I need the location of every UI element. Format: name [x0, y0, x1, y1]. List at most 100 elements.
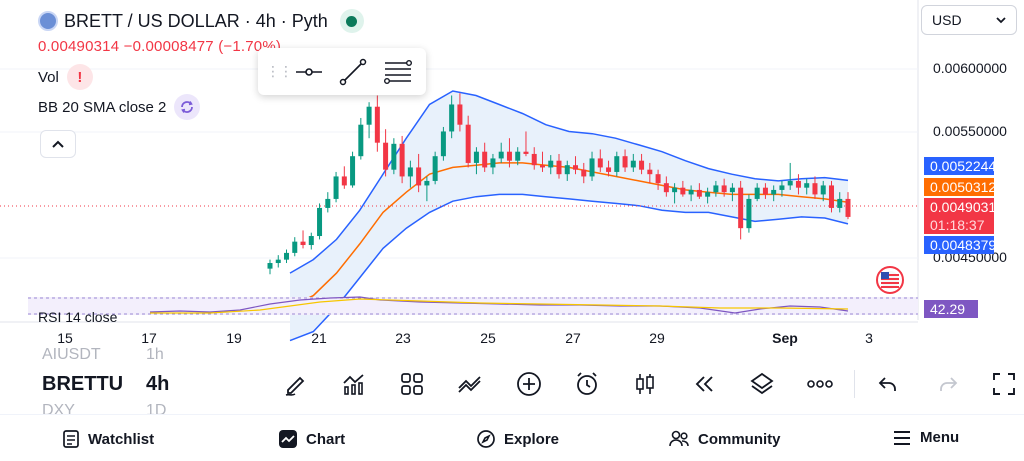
chart-type-button[interactable] — [627, 364, 663, 404]
replay-button[interactable] — [686, 364, 722, 404]
candle-body — [416, 167, 422, 186]
drag-handle-icon[interactable]: ⋮⋮ — [266, 63, 293, 79]
compare-button[interactable] — [453, 364, 489, 404]
candle-body — [284, 252, 290, 260]
compass-icon — [477, 430, 495, 448]
candle-body — [506, 151, 512, 161]
nav-community[interactable]: Community — [668, 429, 781, 449]
candles-icon — [636, 374, 654, 394]
time-tick: 27 — [565, 330, 581, 346]
indicator-bb[interactable]: BB 20 SMA close 2 — [38, 94, 201, 120]
currency-select[interactable]: USD — [921, 5, 1017, 35]
candle-body — [383, 142, 389, 170]
undo-button[interactable] — [870, 364, 906, 404]
candle-body — [548, 160, 554, 168]
chevron-down-icon — [996, 16, 1006, 23]
layers-button[interactable] — [744, 364, 780, 404]
candle-body — [845, 198, 851, 217]
sync-icon[interactable] — [174, 94, 201, 120]
vol-label: Vol — [38, 68, 59, 86]
price-change: 0.00490314 −0.00008477 (−1.70%) — [38, 38, 282, 55]
candle-body — [597, 158, 603, 168]
candle-body — [440, 131, 446, 157]
candle-body — [647, 169, 653, 175]
nav-menu[interactable]: Menu — [892, 429, 959, 446]
time-tick: Sep — [772, 330, 798, 346]
candle-body — [333, 176, 339, 199]
chevron-up-icon — [52, 140, 64, 148]
watchlist-current-symbol[interactable]: BRETTU — [42, 373, 124, 395]
compare-icon — [458, 376, 481, 393]
watchlist-prev-tf: 1h — [146, 346, 164, 360]
candle-body — [424, 180, 430, 186]
candles — [267, 93, 851, 275]
candle-body — [812, 183, 818, 195]
candle-body — [779, 185, 785, 190]
bb-basis-tag: 0.00503120 — [924, 178, 1004, 196]
bb-label: BB 20 SMA close 2 — [38, 98, 167, 116]
alert-button[interactable] — [569, 364, 605, 404]
time-tick: 15 — [57, 330, 73, 346]
candle-body — [589, 158, 595, 177]
fullscreen-button[interactable] — [986, 364, 1022, 404]
horizontal-ray-icon[interactable] — [294, 62, 324, 82]
price-tick: 0.00600000 — [933, 60, 1007, 76]
candle-body — [267, 263, 273, 269]
indicators-button[interactable] — [336, 364, 372, 404]
time-tick: 29 — [649, 330, 665, 346]
nav-explore[interactable]: Explore — [476, 429, 559, 449]
symbol-header[interactable]: BRETT / US DOLLAR · 4h · Pyth — [38, 9, 364, 33]
candle-body — [473, 151, 479, 163]
watchlist-icon — [63, 430, 79, 448]
candle-body — [614, 156, 620, 172]
indicator-vol[interactable]: Vol ! — [38, 64, 93, 90]
bb-upper-line — [289, 90, 849, 274]
candle-body — [432, 156, 438, 181]
candle-body — [341, 176, 347, 186]
market-status-icon[interactable] — [339, 9, 364, 33]
candle-body — [308, 236, 314, 246]
candle-body — [564, 165, 570, 175]
fullscreen-icon — [993, 373, 1015, 395]
collapse-legend-button[interactable] — [40, 130, 76, 158]
candle-body — [713, 185, 719, 193]
add-button[interactable] — [511, 364, 547, 404]
symbol-title: BRETT / US DOLLAR · 4h · Pyth — [64, 10, 328, 31]
candle-body — [292, 241, 298, 253]
layouts-button[interactable] — [394, 364, 430, 404]
warning-icon[interactable]: ! — [66, 64, 93, 90]
brett-logo-icon — [38, 11, 58, 31]
candle-body — [350, 156, 356, 186]
bottom-nav: Watchlist Chart Explore Community Menu — [0, 414, 1024, 461]
candle-body — [762, 187, 768, 195]
candle-body — [374, 106, 380, 143]
time-tick: 23 — [395, 330, 411, 346]
undo-icon — [878, 377, 896, 391]
more-button[interactable] — [802, 364, 838, 404]
candle-body — [482, 151, 488, 168]
watchlist-prev-symbol[interactable]: AIUSDT — [42, 346, 101, 360]
toolbar-divider — [854, 370, 855, 398]
redo-button[interactable] — [930, 364, 966, 404]
drawing-tools-button[interactable] — [278, 364, 314, 404]
nav-watchlist[interactable]: Watchlist — [62, 429, 154, 449]
countdown-tag: 01:18:37 — [924, 216, 994, 234]
watchlist-next-symbol[interactable]: DXY — [42, 402, 75, 414]
timeframe-selector[interactable]: 4h — [146, 373, 170, 395]
price-tick: 0.00550000 — [933, 123, 1007, 139]
layouts-icon — [401, 373, 423, 395]
fib-icon[interactable] — [382, 58, 414, 86]
candle-body — [663, 183, 669, 193]
more-icon — [807, 380, 833, 388]
candle-body — [746, 198, 752, 229]
nav-chart[interactable]: Chart — [278, 429, 345, 449]
candle-body — [366, 106, 372, 125]
candle-body — [581, 169, 587, 177]
candle-body — [515, 151, 521, 161]
candle-body — [680, 187, 686, 195]
us-flag-icon[interactable] — [876, 266, 904, 294]
candle-body — [523, 151, 529, 154]
trend-line-icon[interactable] — [338, 57, 368, 87]
bb-lower-tag: 0.00483799 — [924, 236, 1004, 254]
